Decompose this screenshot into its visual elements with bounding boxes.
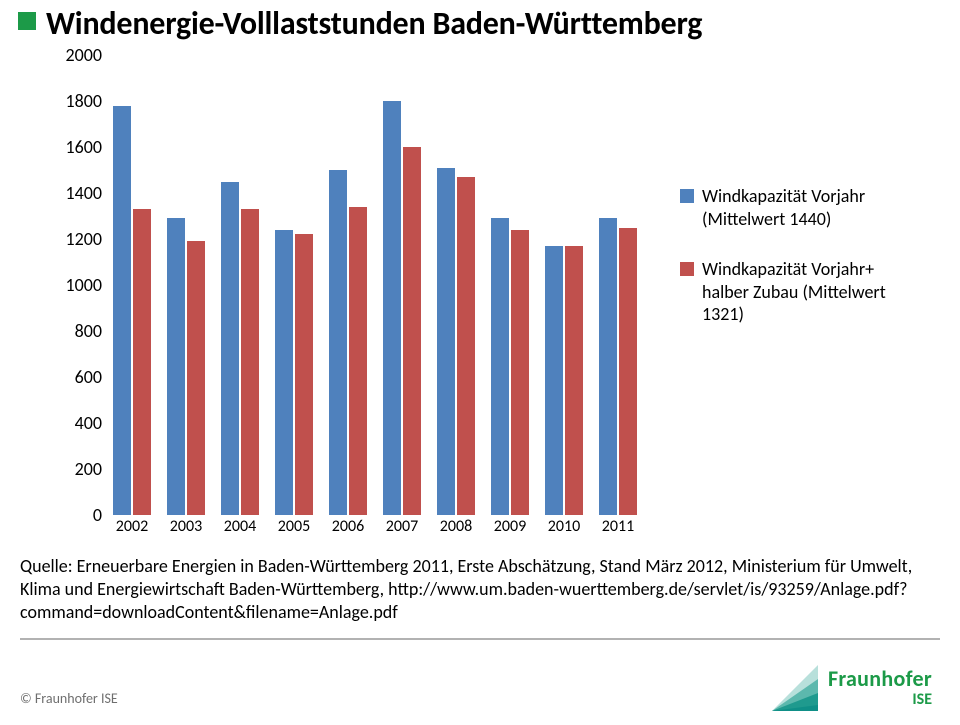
legend-label: Windkapazität Vorjahr (Mittelwert 1440) (702, 185, 910, 230)
bar (133, 209, 151, 515)
fraunhofer-logo: Fraunhofer ISE (772, 665, 932, 711)
title-bullet-icon (18, 12, 36, 30)
x-tick-label: 2009 (488, 517, 532, 536)
x-tick-label: 2008 (434, 517, 478, 536)
legend: Windkapazität Vorjahr (Mittelwert 1440) W… (680, 185, 910, 354)
y-tick-label: 200 (75, 458, 102, 480)
source-citation: Quelle: Erneuerbare Energien in Baden-Wü… (20, 555, 920, 624)
x-axis-labels: 2002 2003 2004 2005 2006 2007 2008 2009 2010 2011 (110, 517, 650, 543)
bar (187, 241, 205, 515)
x-tick-label: 2003 (164, 517, 208, 536)
bar (403, 147, 421, 515)
bar (329, 170, 347, 515)
bar (241, 209, 259, 515)
x-tick-label: 2004 (218, 517, 262, 536)
y-tick-label: 0 (93, 504, 102, 526)
x-tick-label: 2007 (380, 517, 424, 536)
logo-name: Fraunhofer (828, 668, 932, 690)
legend-swatch-icon (680, 189, 694, 203)
bar (221, 182, 239, 516)
divider (20, 638, 940, 640)
y-tick-label: 800 (75, 320, 102, 342)
fraunhofer-logo-icon (772, 665, 818, 711)
y-tick-label: 2000 (66, 44, 103, 66)
bar (275, 230, 293, 515)
plot-area (110, 55, 650, 515)
bar (565, 246, 583, 515)
copyright: © Fraunhofer ISE (20, 690, 118, 707)
y-tick-label: 600 (75, 366, 102, 388)
bar (349, 207, 367, 515)
y-tick-label: 1000 (66, 274, 103, 296)
legend-item: Windkapazität Vorjahr (Mittelwert 1440) (680, 185, 910, 230)
bar (599, 218, 617, 515)
x-tick-label: 2010 (542, 517, 586, 536)
bar (167, 218, 185, 515)
x-tick-label: 2005 (272, 517, 316, 536)
legend-swatch-icon (680, 262, 694, 276)
y-tick-label: 400 (75, 412, 102, 434)
bar (457, 177, 475, 515)
title-text: Windenergie-Volllaststunden Baden-Württe… (46, 4, 702, 43)
chart: 0200400600800100012001400160018002000 20… (50, 55, 920, 545)
bar (545, 246, 563, 515)
bar (511, 230, 529, 515)
bar (437, 168, 455, 515)
y-tick-label: 1800 (66, 90, 103, 112)
logo-text: Fraunhofer ISE (828, 668, 932, 708)
y-tick-label: 1200 (66, 228, 103, 250)
y-tick-label: 1600 (66, 136, 103, 158)
x-tick-label: 2006 (326, 517, 370, 536)
y-tick-label: 1400 (66, 182, 103, 204)
bar (491, 218, 509, 515)
bar (383, 101, 401, 515)
x-tick-label: 2011 (596, 517, 640, 536)
bar (619, 228, 637, 516)
bar (113, 106, 131, 515)
x-tick-label: 2002 (110, 517, 154, 536)
legend-label: Windkapazität Vorjahr+ halber Zubau (Mit… (702, 258, 910, 326)
slide-title: Windenergie-Volllaststunden Baden-Württe… (18, 4, 702, 43)
logo-sub: ISE (828, 692, 932, 708)
legend-item: Windkapazität Vorjahr+ halber Zubau (Mit… (680, 258, 910, 326)
bar (295, 234, 313, 515)
y-axis: 0200400600800100012001400160018002000 (50, 55, 110, 515)
